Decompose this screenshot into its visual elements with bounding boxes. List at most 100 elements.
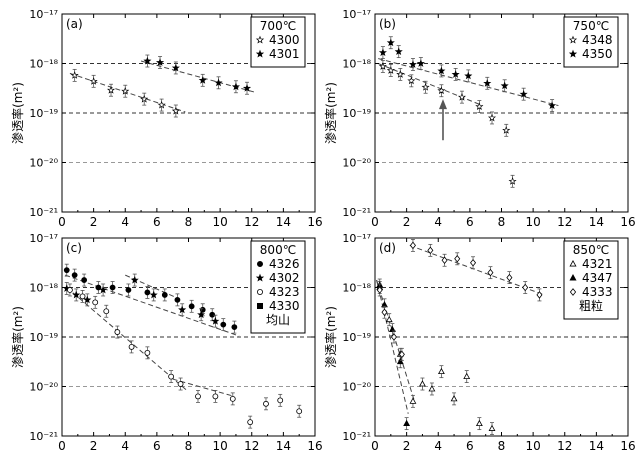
data-point-4348 xyxy=(502,126,511,134)
legend-title: 800℃ xyxy=(260,243,296,257)
x-tick-label: 8 xyxy=(498,439,506,453)
legend-annotation: 粗粒 xyxy=(579,298,603,313)
x-tick-label: 16 xyxy=(307,439,322,453)
x-tick-label: 14 xyxy=(589,439,604,453)
legend-entry: 4300 xyxy=(269,33,300,47)
trend-line xyxy=(64,274,240,337)
x-tick-label: 6 xyxy=(153,215,161,229)
panel-label: (d) xyxy=(379,241,396,255)
data-point-4348 xyxy=(508,177,517,185)
data-point-4300 xyxy=(70,71,79,79)
legend-marker-4348 xyxy=(568,35,578,44)
y-axis-label: 渗透率(m²) xyxy=(10,306,25,368)
data-point-4326 xyxy=(81,277,88,283)
data-point-4350 xyxy=(483,79,492,87)
x-tick-label: 10 xyxy=(212,439,227,453)
panel-label: (a) xyxy=(66,17,83,31)
x-tick-label: 2 xyxy=(403,215,411,229)
y-tick-label: 10⁻¹⁸ xyxy=(29,282,58,295)
data-point-4323 xyxy=(263,400,269,407)
data-point-4300 xyxy=(140,94,149,103)
data-point-4348 xyxy=(457,92,467,101)
data-point-4300 xyxy=(121,86,130,95)
legend-marker-4333 xyxy=(569,288,577,296)
trend-line xyxy=(140,60,256,93)
x-tick-label: 4 xyxy=(121,439,129,453)
y-tick-label: 10⁻²⁰ xyxy=(342,157,371,170)
chart-panel-2: 0 2 4 6 8 10 12 14 16 10⁻¹⁷ 10⁻¹⁸ 10⁻¹⁹ 10⁻²⁰ 10⁻²¹ 渗透… xyxy=(323,8,636,229)
data-point-4323 xyxy=(247,419,254,426)
legend-entry: 4330 xyxy=(269,299,300,313)
data-point-4348 xyxy=(475,102,484,110)
chart-panel-1: 0 2 4 6 8 10 12 14 16 10⁻¹⁷ 10⁻¹⁸ 10⁻¹⁹ 10⁻²⁰ 10⁻²¹ 渗透… xyxy=(10,8,323,229)
y-tick-label: 10⁻¹⁷ xyxy=(29,232,58,245)
data-point-4323 xyxy=(92,299,99,306)
data-point-4323 xyxy=(114,329,121,335)
data-point-4301 xyxy=(198,76,207,84)
y-tick-label: 10⁻²¹ xyxy=(342,206,371,219)
data-point-4347 xyxy=(403,419,411,427)
panel-label: (b) xyxy=(379,17,396,31)
y-axis-label: 渗透率(m²) xyxy=(323,306,338,368)
data-point-4302 xyxy=(197,310,206,319)
data-point-4333 xyxy=(522,283,529,292)
data-point-4350 xyxy=(451,70,460,78)
data-point-4323 xyxy=(212,393,219,400)
trend-line xyxy=(376,279,416,402)
data-point-4323 xyxy=(177,381,184,387)
legend-title: 750℃ xyxy=(573,19,609,33)
y-tick-label: 10⁻²¹ xyxy=(342,430,371,443)
data-point-4348 xyxy=(487,113,497,122)
data-point-4333 xyxy=(454,255,461,263)
data-point-4301 xyxy=(156,58,165,66)
data-point-4321 xyxy=(475,419,483,427)
data-point-4326 xyxy=(231,324,238,331)
y-axis-label: 渗透率(m²) xyxy=(10,82,25,144)
data-point-4333 xyxy=(376,286,383,294)
x-tick-label: 6 xyxy=(466,215,474,229)
legend-title: 700℃ xyxy=(260,19,296,33)
data-point-4350 xyxy=(519,89,528,98)
data-point-4326 xyxy=(125,287,132,293)
data-point-4323 xyxy=(296,408,303,415)
data-point-4323 xyxy=(144,349,151,356)
legend-entry: 4350 xyxy=(582,47,613,61)
data-point-4348 xyxy=(437,86,446,95)
y-tick-label: 10⁻²⁰ xyxy=(29,157,58,170)
legend-marker-4330 xyxy=(256,302,263,309)
legend-entry: 4321 xyxy=(582,257,613,271)
data-point-4323 xyxy=(277,397,284,404)
y-tick-label: 10⁻²⁰ xyxy=(29,381,58,394)
y-tick-label: 10⁻¹⁹ xyxy=(29,107,58,120)
x-tick-label: 8 xyxy=(498,215,506,229)
legend-entry: 4333 xyxy=(582,285,613,299)
y-tick-label: 10⁻²¹ xyxy=(29,430,58,443)
data-point-4333 xyxy=(470,258,477,267)
data-point-4301 xyxy=(143,56,152,65)
data-point-4347 xyxy=(396,357,404,365)
data-point-4321 xyxy=(428,385,436,392)
x-tick-label: 4 xyxy=(121,215,129,229)
data-point-4302 xyxy=(178,305,187,314)
data-point-4348 xyxy=(386,66,395,74)
y-tick-label: 10⁻²¹ xyxy=(29,206,58,219)
data-point-4350 xyxy=(378,48,387,57)
data-point-4301 xyxy=(171,63,180,72)
data-point-4350 xyxy=(548,101,557,109)
data-point-4348 xyxy=(396,70,405,78)
data-point-4350 xyxy=(500,81,509,90)
y-tick-label: 10⁻¹⁷ xyxy=(342,8,371,21)
x-tick-label: 12 xyxy=(557,215,572,229)
data-point-4326 xyxy=(174,296,181,303)
trend-line xyxy=(378,58,559,107)
x-tick-label: 14 xyxy=(589,215,604,229)
data-point-4302 xyxy=(99,285,108,294)
legend-box xyxy=(563,16,619,68)
chart-panel-4: 0 2 4 6 8 10 12 14 16 10⁻¹⁷ 10⁻¹⁸ 10⁻¹⁹ 10⁻²⁰ 10⁻²¹ 渗透… xyxy=(323,232,636,453)
x-tick-label: 0 xyxy=(371,439,379,453)
data-point-4302 xyxy=(72,290,81,299)
x-tick-label: 16 xyxy=(620,439,635,453)
data-point-4333 xyxy=(398,350,405,359)
data-point-4350 xyxy=(386,38,395,47)
